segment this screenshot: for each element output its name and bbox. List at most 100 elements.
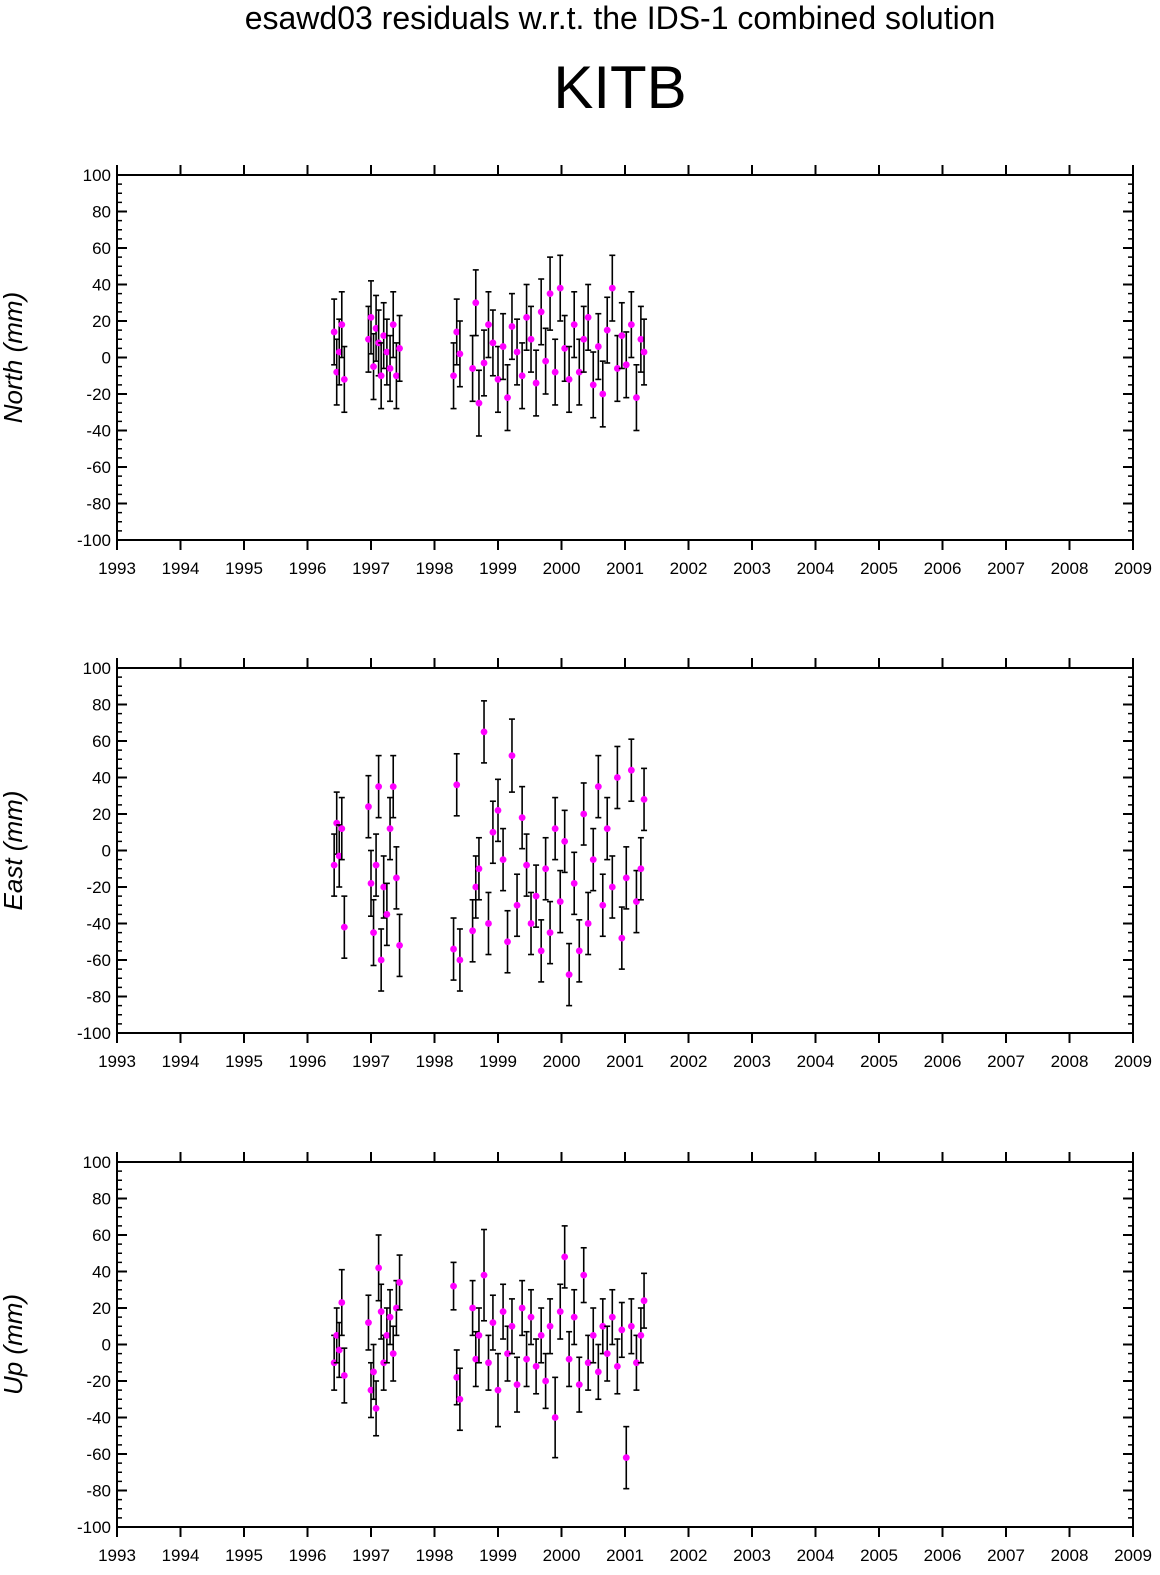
north-data-point: [494, 376, 502, 383]
north-data-point: [551, 368, 559, 376]
north-data-point: [365, 335, 372, 343]
east-x-tick-label: 2007: [987, 1052, 1025, 1071]
north-data-point: [386, 365, 394, 372]
east-data-point: [504, 938, 511, 946]
east-residuals-chart: 1993 1994 1995 1996 1997 1998 1999 2000 2001 2002…: [0, 658, 1152, 1071]
north-data-point: [367, 313, 375, 321]
east-data-point: [523, 861, 530, 869]
north-data-point: [603, 326, 611, 334]
north-data-point: [508, 323, 516, 330]
east-data-point: [603, 825, 611, 832]
north-x-tick-label: 1996: [289, 559, 327, 578]
east-data-point: [489, 828, 497, 836]
up-data-point: [527, 1313, 535, 1321]
north-data-point: [532, 379, 540, 387]
north-data-point: [613, 365, 621, 372]
east-x-tick-label: 1994: [162, 1052, 200, 1071]
up-y-tick-label: -40: [86, 1409, 111, 1428]
up-data-point: [386, 1313, 394, 1321]
up-data-point: [370, 1368, 377, 1376]
north-data-point: [627, 321, 635, 329]
east-data-point: [599, 901, 607, 909]
east-y-tick-label: -20: [86, 878, 111, 897]
east-x-tick-label: 1999: [479, 1052, 517, 1071]
north-y-tick-label: 0: [102, 349, 111, 368]
east-data-point: [475, 865, 483, 873]
up-y-tick-label: 100: [83, 1153, 111, 1172]
north-x-tick-label: 1997: [352, 559, 390, 578]
up-data-point: [499, 1308, 507, 1316]
north-data-point: [377, 372, 385, 380]
north-y-tick-label: -60: [86, 458, 111, 477]
north-data-point: [396, 344, 403, 352]
north-data-point: [584, 313, 592, 321]
up-x-tick-label: 1999: [479, 1546, 517, 1565]
up-data-point: [513, 1381, 521, 1389]
east-data-point: [469, 927, 476, 935]
north-y-tick-label: 40: [92, 276, 111, 295]
east-data-point: [393, 874, 400, 882]
up-data-point: [450, 1282, 457, 1290]
east-data-point: [389, 783, 397, 791]
up-data-point: [523, 1355, 530, 1363]
up-data-point: [367, 1386, 375, 1394]
east-y-tick-label: -100: [77, 1024, 111, 1043]
up-data-point: [580, 1271, 588, 1279]
up-data-point: [565, 1355, 573, 1363]
north-data-point: [330, 328, 338, 336]
north-data-point: [622, 361, 630, 369]
east-x-tick-label: 1995: [225, 1052, 263, 1071]
north-y-tick-label: 80: [92, 203, 111, 222]
north-data-point: [599, 390, 607, 398]
east-data-point: [494, 806, 502, 814]
east-data-point: [375, 783, 383, 791]
east-data-point: [565, 971, 573, 978]
up-x-tick-label: 1997: [352, 1546, 390, 1565]
north-data-point: [556, 284, 564, 292]
east-data-point: [594, 783, 602, 791]
north-x-tick-label: 2001: [606, 559, 644, 578]
north-data-point: [589, 381, 597, 389]
east-data-point: [508, 752, 516, 759]
up-x-tick-label: 2008: [1051, 1546, 1089, 1565]
up-data-point: [377, 1308, 385, 1316]
north-y-tick-label: 100: [83, 166, 111, 185]
east-data-point: [450, 945, 457, 953]
east-data-point: [365, 803, 372, 811]
east-y-tick-label: -60: [86, 951, 111, 970]
up-data-point: [333, 1331, 341, 1339]
north-data-point: [618, 332, 626, 339]
up-data-point: [456, 1395, 464, 1403]
north-y-axis-label: North (mm): [0, 292, 28, 423]
north-data-point: [499, 343, 507, 350]
east-data-point: [370, 929, 377, 937]
up-x-tick-label: 2002: [670, 1546, 708, 1565]
up-data-point: [633, 1359, 640, 1367]
up-y-axis-label: Up (mm): [0, 1294, 28, 1395]
up-data-point: [589, 1331, 597, 1339]
north-x-tick-label: 2002: [670, 559, 708, 578]
page-title: esawd03 residuals w.r.t. the IDS-1 combi…: [244, 0, 996, 36]
north-y-tick-label: -40: [86, 422, 111, 441]
up-data-point: [396, 1279, 403, 1286]
up-data-point: [570, 1313, 578, 1321]
east-data-point: [330, 861, 338, 869]
north-x-tick-label: 1998: [416, 559, 454, 578]
north-x-tick-label: 1999: [479, 559, 517, 578]
east-data-point: [613, 774, 621, 781]
east-y-tick-label: 20: [92, 805, 111, 824]
north-data-point: [537, 308, 545, 316]
north-data-point: [637, 335, 645, 343]
up-plot-frame: [116, 1161, 1134, 1528]
north-data-point: [546, 290, 554, 298]
east-data-point: [589, 856, 597, 864]
up-y-tick-label: -100: [77, 1518, 111, 1537]
north-x-tick-label: 2004: [797, 559, 835, 578]
up-data-point: [575, 1381, 583, 1389]
up-data-point: [475, 1331, 483, 1339]
north-data-point: [575, 368, 583, 376]
east-data-point: [513, 901, 521, 909]
north-data-point: [380, 332, 388, 339]
up-x-tick-label: 2001: [606, 1546, 644, 1565]
up-y-tick-label: 60: [92, 1226, 111, 1245]
